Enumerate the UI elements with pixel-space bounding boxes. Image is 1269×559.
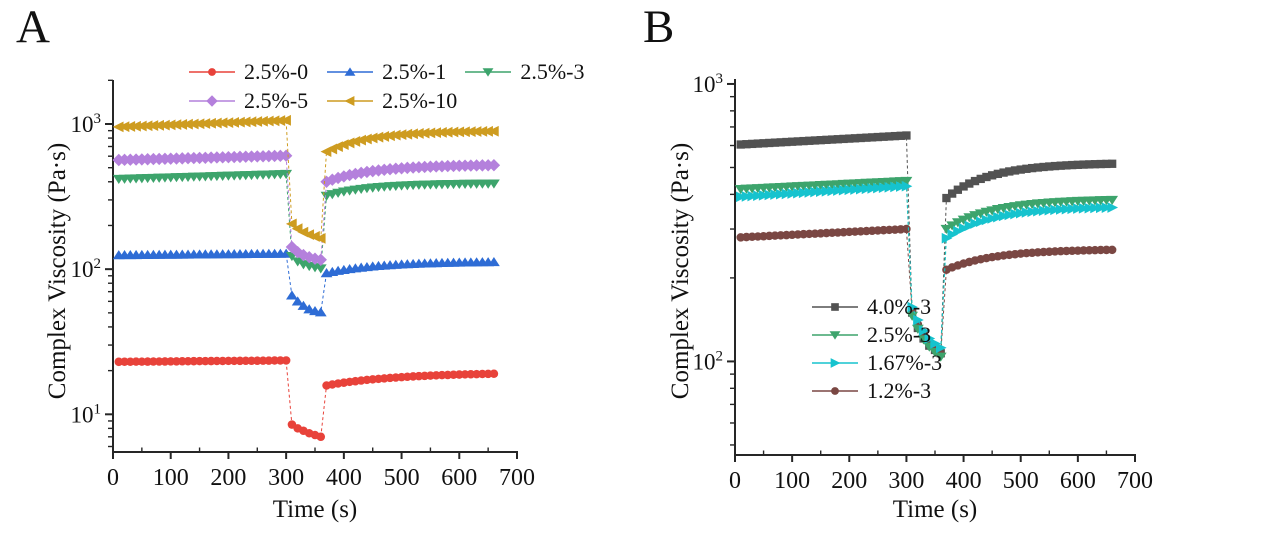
legend-label: 2.5%-0 [244,58,309,84]
circle-icon [812,387,858,395]
svg-text:0: 0 [107,465,119,491]
svg-text:102: 102 [693,348,724,374]
legend-label: 2.5%-3 [867,322,932,347]
svg-text:200: 200 [831,468,867,494]
legend-item-2.5%-5: 2.5%-5 [188,88,308,114]
circle-icon [189,67,235,76]
svg-text:200: 200 [210,465,246,491]
legend-label: 1.2%-3 [867,378,932,403]
legend-label: 2.5%-10 [382,87,458,113]
series-2.5%-0 [114,356,499,442]
svg-text:101: 101 [71,401,102,427]
panel-b-label: B [643,1,675,53]
svg-text:103: 103 [71,111,102,137]
svg-text:102: 102 [71,256,102,282]
panel-a: A Complex Viscosity (Pa·s) Time (s) 101 1… [16,1,602,523]
svg-text:500: 500 [384,465,420,491]
svg-text:700: 700 [499,465,535,491]
panel-a-x-axis-title: Time (s) [272,496,358,523]
panel-a-label: A [16,1,50,53]
svg-text:103: 103 [693,71,724,97]
legend-item-2.5%-3: 2.5%-3 [464,59,584,85]
triangle-right-icon [812,358,858,368]
legend-item-2.5%-1: 2.5%-1 [326,59,446,85]
legend-label: 1.67%-3 [867,350,943,375]
legend-item-2.5%-0: 2.5%-0 [188,59,308,85]
legend-item-4.0%-3: 4.0%-3 [811,294,931,320]
svg-text:300: 300 [268,465,304,491]
legend-item-2.5%-3: 2.5%-3 [811,322,931,348]
svg-text:600: 600 [441,465,477,491]
legend-item-1.67%-3: 1.67%-3 [811,350,942,376]
series-2.5%-3 [112,169,500,274]
series-2.5%-1 [112,248,500,317]
legend-label: 4.0%-3 [867,294,932,319]
panel-b-legend: 4.0%-3 2.5%-3 1.67%-3 1.2%-3 [811,293,960,405]
diamond-icon [189,94,235,107]
panel-b: B Complex Viscosity (Pa·s) Time (s) 102 1… [635,0,1269,559]
panel-a-legend: 2.5%-0 2.5%-1 2.5%-3 2.5%-5 2.5%-10 [188,57,602,115]
svg-text:0: 0 [729,468,741,494]
svg-text:300: 300 [888,468,924,494]
legend-item-2.5%-10: 2.5%-10 [326,88,457,114]
triangle-left-icon [327,95,374,106]
square-icon [812,303,858,311]
series-2.5%-10 [112,114,499,244]
triangle-down-icon [465,67,512,77]
series-2.5%-3 [734,176,1119,362]
panel-b-plot: 102 103 0 100 200 300 400 500 600 700 [693,71,1154,494]
panel-b-x-axis-title: Time (s) [892,496,978,523]
svg-text:100: 100 [774,468,810,494]
legend-label: 2.5%-5 [244,87,309,113]
triangle-up-icon [327,66,374,76]
series-4.0%-3 [736,131,1117,358]
svg-text:400: 400 [946,468,982,494]
legend-item-1.2%-3: 1.2%-3 [811,378,931,404]
panel-a-plot: 101 102 103 0 100 200 300 400 500 600 700 [71,79,535,491]
svg-text:500: 500 [1003,468,1039,494]
legend-label: 2.5%-1 [382,58,447,84]
series-2.5%-5 [112,149,501,267]
svg-text:600: 600 [1060,468,1096,494]
triangle-down-icon [812,331,858,340]
svg-text:100: 100 [153,465,189,491]
series-1.67%-3 [735,180,1119,354]
svg-text:700: 700 [1117,468,1153,494]
svg-text:400: 400 [326,465,362,491]
legend-label: 2.5%-3 [520,58,585,84]
